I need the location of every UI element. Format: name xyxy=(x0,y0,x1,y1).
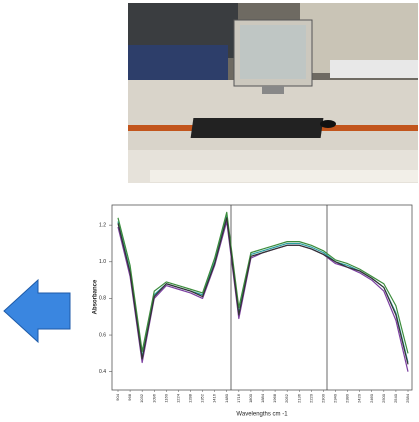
x-tick-label: 1224 xyxy=(175,393,180,403)
x-tick-label: 1716 xyxy=(236,393,241,403)
x-axis-label: Wavelengths cm -1 xyxy=(236,412,288,418)
x-tick-label: 1032 xyxy=(139,393,144,403)
x-tick-label: 2540 xyxy=(393,393,398,403)
x-tick-label: 1884 xyxy=(260,393,265,403)
x-tick-label: 1416 xyxy=(212,393,217,403)
x-tick-label: 2420 xyxy=(357,393,362,403)
x-tick-label: 2340 xyxy=(333,393,338,403)
spectrum-line xyxy=(117,220,409,372)
y-tick-label: 1.0 xyxy=(99,259,106,265)
x-tick-label: 2500 xyxy=(381,393,386,403)
x-tick-label: 2220 xyxy=(308,393,313,403)
x-tick-label: 1288 xyxy=(188,393,193,403)
y-tick-label: 0.6 xyxy=(99,332,106,338)
x-tick-label: 2052 xyxy=(284,393,289,403)
x-tick-label: 968 xyxy=(127,393,132,400)
plot-frame xyxy=(111,204,413,391)
spectrum-line xyxy=(117,217,409,365)
x-tick-label: 904 xyxy=(115,393,120,400)
arrow xyxy=(3,278,71,344)
x-tick-label: 2460 xyxy=(369,393,374,403)
x-tick-label: 1480 xyxy=(224,393,229,403)
x-tick-label: 1096 xyxy=(151,393,156,403)
x-tick-label: 2380 xyxy=(345,393,350,403)
x-tick-label: 1160 xyxy=(163,393,168,402)
y-tick-label: 1.2 xyxy=(99,222,106,228)
y-tick-label: 0.4 xyxy=(99,369,106,375)
lab-photo xyxy=(128,3,418,183)
y-axis-label: Absorbance xyxy=(93,279,99,314)
x-tick-label: 1968 xyxy=(272,393,277,403)
x-tick-label: 2584 xyxy=(405,393,410,403)
x-tick-label: 2300 xyxy=(320,393,325,403)
x-tick-label: 1800 xyxy=(248,393,253,403)
x-tick-label: 1352 xyxy=(200,393,205,403)
spectrum-line xyxy=(117,211,409,354)
x-tick-label: 2136 xyxy=(296,393,301,403)
y-tick-label: 0.8 xyxy=(99,296,106,302)
